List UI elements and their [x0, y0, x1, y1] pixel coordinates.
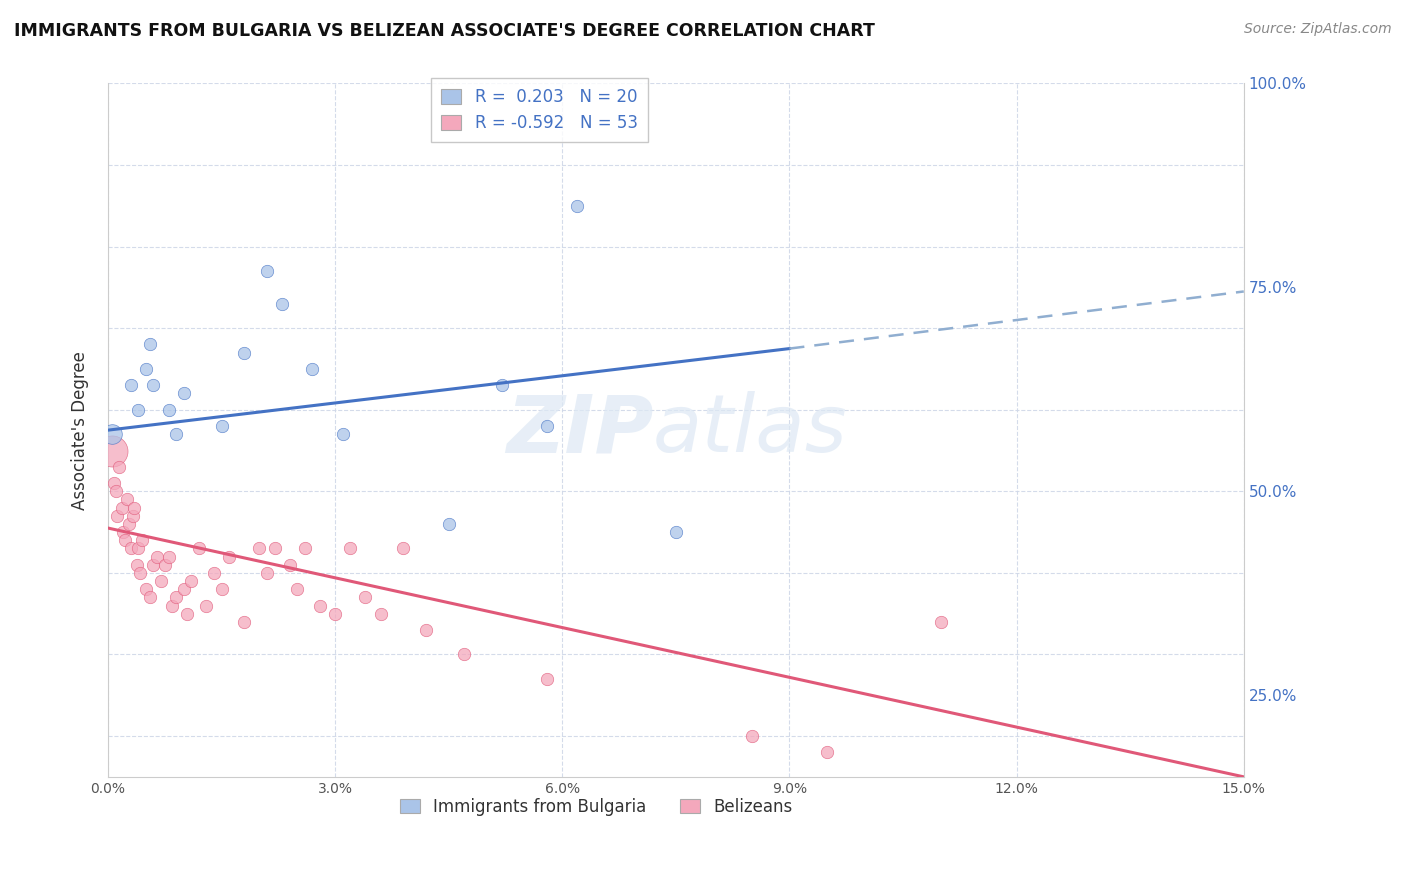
Point [114, 533, 136, 548]
Text: Source: ZipAtlas.com: Source: ZipAtlas.com [1244, 22, 1392, 37]
Point [256, 566, 278, 580]
Point [135, 582, 157, 597]
Point [162, 599, 184, 613]
Point [125, 558, 148, 572]
Point [118, 516, 141, 531]
Point [127, 541, 149, 556]
Point [153, 558, 176, 572]
Point [120, 541, 142, 556]
Point [741, 729, 763, 743]
Point [536, 672, 558, 686]
Point [536, 419, 558, 434]
Y-axis label: Associate's Degree: Associate's Degree [72, 351, 89, 509]
Point [233, 345, 256, 359]
Point [142, 378, 165, 392]
Point [567, 199, 589, 213]
Point [392, 541, 415, 556]
Point [105, 508, 128, 523]
Point [122, 508, 145, 523]
Point [173, 582, 195, 597]
Point [278, 558, 301, 572]
Point [491, 378, 513, 392]
Text: IMMIGRANTS FROM BULGARIA VS BELIZEAN ASSOCIATE'S DEGREE CORRELATION CHART: IMMIGRANTS FROM BULGARIA VS BELIZEAN ASS… [14, 22, 875, 40]
Point [233, 615, 256, 629]
Point [285, 582, 308, 597]
Point [354, 591, 377, 605]
Point [294, 541, 316, 556]
Point [150, 574, 173, 588]
Point [124, 500, 146, 515]
Point [146, 549, 169, 564]
Point [202, 566, 225, 580]
Point [131, 533, 153, 548]
Point [100, 427, 122, 442]
Point [332, 427, 354, 442]
Point [157, 549, 180, 564]
Point [128, 566, 150, 580]
Point [100, 443, 122, 458]
Point [187, 541, 209, 556]
Point [211, 582, 233, 597]
Legend: Immigrants from Bulgaria, Belizeans: Immigrants from Bulgaria, Belizeans [392, 789, 801, 824]
Point [180, 574, 202, 588]
Point [256, 264, 278, 278]
Point [176, 607, 198, 621]
Point [173, 386, 195, 401]
Point [815, 745, 838, 759]
Point [127, 402, 149, 417]
Point [120, 378, 142, 392]
Point [339, 541, 361, 556]
Point [453, 648, 475, 662]
Point [211, 419, 233, 434]
Text: atlas: atlas [654, 392, 848, 469]
Point [108, 459, 131, 474]
Point [112, 525, 135, 540]
Point [370, 607, 392, 621]
Point [142, 558, 165, 572]
Point [301, 362, 323, 376]
Point [309, 599, 332, 613]
Point [135, 362, 157, 376]
Point [437, 516, 460, 531]
Point [138, 337, 160, 351]
Point [929, 615, 952, 629]
Point [271, 296, 294, 310]
Point [104, 484, 127, 499]
Text: ZIP: ZIP [506, 392, 654, 469]
Point [111, 500, 134, 515]
Point [103, 476, 125, 491]
Point [263, 541, 285, 556]
Point [665, 525, 688, 540]
Point [323, 607, 346, 621]
Point [195, 599, 218, 613]
Point [249, 541, 271, 556]
Point [138, 591, 160, 605]
Point [218, 549, 240, 564]
Point [415, 623, 437, 637]
Point [165, 591, 187, 605]
Point [157, 402, 180, 417]
Point [165, 427, 187, 442]
Point [115, 492, 138, 507]
